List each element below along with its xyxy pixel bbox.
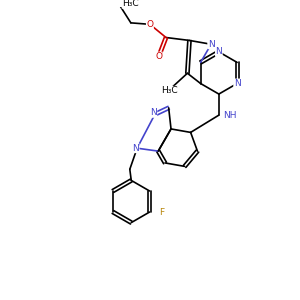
Text: N: N [215,47,222,56]
Text: N: N [234,79,241,88]
Text: O: O [155,52,162,61]
Text: NH: NH [223,111,237,120]
Text: H₃C: H₃C [161,86,178,95]
Text: N: N [132,144,139,153]
Text: N: N [150,108,157,117]
Text: F: F [159,208,164,217]
Text: O: O [146,20,153,29]
Text: N: N [208,40,214,49]
Text: H₃C: H₃C [122,0,139,8]
